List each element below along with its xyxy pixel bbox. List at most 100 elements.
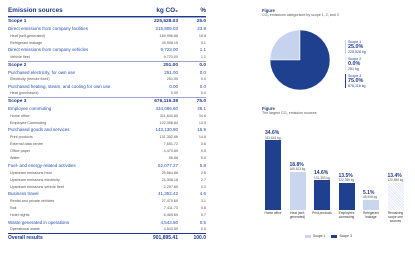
group-row: Purchased goods and services 143,130.90 15… xyxy=(8,126,206,133)
item-row: Upstream emissions vehicle fleet 2,297.80… xyxy=(8,183,206,190)
row-name: Overall results xyxy=(8,235,43,242)
legend-swatch xyxy=(345,74,346,88)
row-kg: 251.00 xyxy=(166,77,178,82)
row-kg: 2,297.80 xyxy=(163,184,178,189)
bar xyxy=(338,182,355,210)
row-name: Purchased electricity, for own use xyxy=(8,69,75,75)
group-row: Purchased electricity, for own use 251.00… xyxy=(8,69,206,76)
item-row: Upstream emissions electricity 24,308.18 2… xyxy=(8,176,206,183)
row-name: Upstream emissions vehicle fleet xyxy=(10,184,64,189)
item-row: External data centre 7,651.72 0.8 xyxy=(8,141,206,148)
item-row: Refrigerant leakage 45,908.15 5.1 xyxy=(8,39,206,46)
row-pct: 15.9 xyxy=(197,127,206,133)
bar-kg-label: 311,641 kg xyxy=(265,135,281,140)
row-name: Direct emissions from company vehicles xyxy=(8,47,89,53)
legend-kg: 251 kg xyxy=(348,67,359,71)
group-row: Business travel 41,352.42 4.6 xyxy=(8,190,206,197)
row-kg: 251.00 xyxy=(163,62,178,68)
bar-category-label: Heat (self-generated) xyxy=(289,211,306,219)
row-name: Upstream emissions electricity xyxy=(10,177,60,182)
row-kg: 7,411.73 xyxy=(163,205,178,210)
figure-title: The largest CO₂ emission sources xyxy=(262,111,317,115)
scope-row: Scope 3 676,116.38 75.0 xyxy=(8,97,206,105)
item-row: Print products 131,352.66 14.6 xyxy=(8,134,206,141)
row-pct: 100.0 xyxy=(193,235,206,242)
row-name: Home office xyxy=(10,113,30,118)
item-row: Rental and private vehicles 27,470.60 3.1 xyxy=(8,197,206,204)
bar-kg-label: 131,353 kg xyxy=(314,175,330,180)
row-kg: 9,723.00 xyxy=(160,47,178,53)
row-kg: 311,640.80 xyxy=(159,113,178,118)
row-kg: 215,805.03 xyxy=(155,26,178,32)
legend-swatch xyxy=(331,234,338,238)
row-pct: 5.8 xyxy=(199,162,206,168)
bar-category-label: Home office xyxy=(264,211,282,215)
legend-text: Scope 1 25.0% 225,528 kg xyxy=(348,40,366,54)
legend-entry: Scope 3 75.0% 676,116 kg xyxy=(345,74,366,88)
legend-entry: Scope 3 xyxy=(331,234,352,238)
row-kg: 45,908.15 xyxy=(161,40,178,45)
legend-value: 0.0% xyxy=(348,61,361,67)
legend-value: 25.0% xyxy=(348,44,364,50)
bar-value-label: 18.8% xyxy=(289,161,304,168)
row-name: Direct emissions from company facilities xyxy=(8,26,89,32)
row-kg: 131,352.66 xyxy=(159,135,178,140)
row-pct: 1.1 xyxy=(199,47,206,53)
legend-value: 75.0% xyxy=(348,78,364,84)
figure-1-caption: Figure CO₂ emissions categorised by scop… xyxy=(262,8,339,17)
row-name: Heat (self-generated) xyxy=(10,33,45,38)
row-kg: 4,470.80 xyxy=(163,149,178,154)
row-pct: 34.6 xyxy=(198,113,206,118)
row-name: Business travel xyxy=(8,191,39,197)
row-pct: 14.6 xyxy=(198,135,206,140)
bar-chart: 34.6% 311,641 kg Home office 18.8% 169,613 k… xyxy=(262,120,410,230)
row-kg: 676,116.38 xyxy=(154,99,178,105)
row-kg: 7,651.72 xyxy=(163,142,178,147)
legend-entry: Scope 1 25.0% 225,528 kg xyxy=(345,40,366,54)
row-kg: 52,077.27 xyxy=(157,162,178,168)
item-row: Electricity (remote fixed) 251.00 0.0 xyxy=(8,76,206,83)
row-pct: 25.0 xyxy=(196,19,206,25)
row-name: Fuel- and energy-related activities xyxy=(8,162,76,168)
row-name: Scope 1 xyxy=(8,19,27,25)
row-pct: 13.5 xyxy=(198,120,206,125)
row-pct: 2.8 xyxy=(200,170,206,175)
legend-text: Scope 3 75.0% 676,116 kg xyxy=(348,74,366,88)
bar-kg-label: 122,359 kg xyxy=(338,178,355,183)
bar-value-label: 13.4% xyxy=(387,172,402,179)
row-kg: 143,130.90 xyxy=(155,127,178,133)
row-name: Vehicle fleet xyxy=(10,55,30,60)
figure-label: Figure xyxy=(262,106,275,111)
row-name: Scope 3 xyxy=(8,99,27,105)
table-header: Emission sources kg CO₂% xyxy=(8,5,206,17)
row-name: External data centre xyxy=(10,142,44,147)
pie-slice xyxy=(269,29,331,91)
row-kg: 4,543.50 xyxy=(160,219,178,225)
row-pct: 0.0 xyxy=(200,91,206,96)
item-row: Office paper 4,470.80 0.5 xyxy=(8,148,206,155)
legend-name: Scope 3 xyxy=(339,234,352,238)
bar xyxy=(387,182,404,210)
row-name: Rail xyxy=(10,205,17,210)
bar-kg-label: 120,850 kg xyxy=(387,178,404,183)
row-name: Purchased heating, steam, and cooling fo… xyxy=(8,83,111,89)
row-name: Hotel nights xyxy=(10,213,30,218)
row-pct: 3.1 xyxy=(200,198,206,203)
row-pct: 18.8 xyxy=(198,33,206,38)
scope-row: Scope 1 225,528.03 25.0 xyxy=(8,17,206,25)
row-kg: 901,895.41 xyxy=(152,235,178,242)
group-row: Waste generated in operations 4,543.50 0.5 xyxy=(8,219,206,226)
pie-chart xyxy=(269,29,331,91)
bar-value-label: 14.6% xyxy=(314,170,329,177)
legend-name: Scope 3 xyxy=(348,74,362,78)
group-row: Fuel- and energy-related activities 52,07… xyxy=(8,162,206,169)
bar-category-label: Remaining scope one sources xyxy=(387,211,404,223)
row-pct: 0.0 xyxy=(199,83,206,89)
legend-kg: 676,116 kg xyxy=(348,84,366,88)
row-name: Scope 2 xyxy=(8,62,27,68)
row-kg: 251.00 xyxy=(164,69,178,75)
item-row: Upstream emissions heat 25,564.86 2.8 xyxy=(8,169,206,176)
legend-entry: Scope 2 0.0% 251 kg xyxy=(345,57,366,71)
row-pct: 0.0 xyxy=(200,156,206,161)
bar-value-label: 13.5% xyxy=(338,172,353,179)
